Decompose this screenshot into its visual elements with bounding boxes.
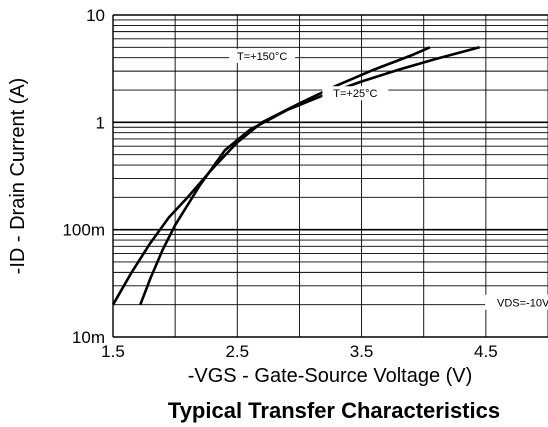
y-tick-label: 100m bbox=[62, 221, 105, 240]
y-tick-label: 10m bbox=[72, 328, 105, 347]
y-axis-label: -ID - Drain Current (A) bbox=[7, 78, 29, 275]
x-axis-label: -VGS - Gate-Source Voltage (V) bbox=[188, 365, 473, 387]
series-label-bg bbox=[229, 48, 296, 63]
series-label-t150: T=+150°C bbox=[237, 51, 287, 63]
grid bbox=[112, 14, 548, 338]
series-line-t150 bbox=[111, 46, 431, 306]
annotation-bg bbox=[485, 294, 548, 310]
vds-annotation: VDS=-10V bbox=[497, 298, 548, 310]
series-label-t25: T=+25°C bbox=[333, 88, 377, 100]
tick-labels: 10m 100m 1 10 1.5 2.5 3.5 4.5 bbox=[62, 6, 497, 361]
annotations: T=+150°C T=+25°C VDS=-10V bbox=[229, 48, 548, 310]
x-tick-label: 2.5 bbox=[225, 342, 249, 361]
x-tick-label: 4.5 bbox=[474, 342, 498, 361]
series-lines bbox=[111, 46, 480, 306]
x-tick-label: 1.5 bbox=[101, 342, 125, 361]
x-tick-label: 3.5 bbox=[350, 342, 374, 361]
series-line-t25 bbox=[139, 46, 480, 306]
series-label-bg bbox=[322, 86, 389, 101]
y-tick-label: 1 bbox=[96, 113, 105, 132]
y-tick-label: 10 bbox=[86, 6, 105, 25]
chart-title: Typical Transfer Characteristics bbox=[168, 398, 500, 423]
